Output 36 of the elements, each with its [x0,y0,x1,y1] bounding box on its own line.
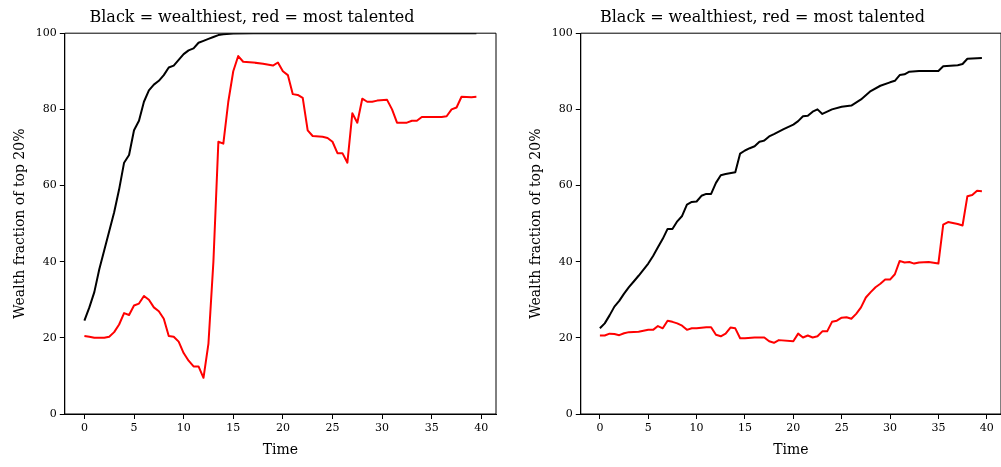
y-tick-label: 60 [42,178,57,192]
x-tick-label: 15 [737,421,752,435]
y-axis-title: Wealth fraction of top 20% [527,128,544,319]
chart-title: Black = wealthiest, red = most talented [599,6,926,26]
y-tick-label: 0 [49,406,57,420]
y-tick-label: 20 [558,330,573,344]
x-tick-label: 5 [130,421,138,435]
x-tick-label: 15 [226,421,241,435]
y-tick-label: 40 [558,254,573,268]
y-tick-label: 0 [565,406,573,420]
x-tick-label: 40 [474,421,489,435]
y-tick-label: 100 [35,26,57,40]
x-tick-label: 25 [834,421,849,435]
x-tick-label: 35 [424,421,439,435]
x-tick-label: 0 [596,421,604,435]
x-tick-label: 20 [786,421,801,435]
chart-title: Black = wealthiest, red = most talented [89,6,415,26]
y-tick-label: 40 [42,254,57,268]
y-axis-title: Wealth fraction of top 20% [11,128,28,319]
x-tick-label: 0 [80,421,88,435]
x-tick-label: 5 [644,421,652,435]
x-axis-title: Time [262,441,299,458]
x-tick-label: 25 [325,421,340,435]
y-tick-label: 100 [551,26,573,40]
y-tick-label: 60 [558,178,573,192]
x-tick-label: 10 [176,421,191,435]
y-tick-label: 20 [42,330,57,344]
x-tick-label: 10 [689,421,704,435]
x-tick-label: 30 [883,421,898,435]
y-tick-label: 80 [558,102,573,116]
x-axis-title: Time [773,441,809,458]
x-tick-label: 40 [979,421,994,435]
y-tick-label: 80 [42,102,57,116]
x-tick-label: 30 [375,421,390,435]
x-tick-label: 35 [931,421,946,435]
x-tick-label: 20 [275,421,290,435]
